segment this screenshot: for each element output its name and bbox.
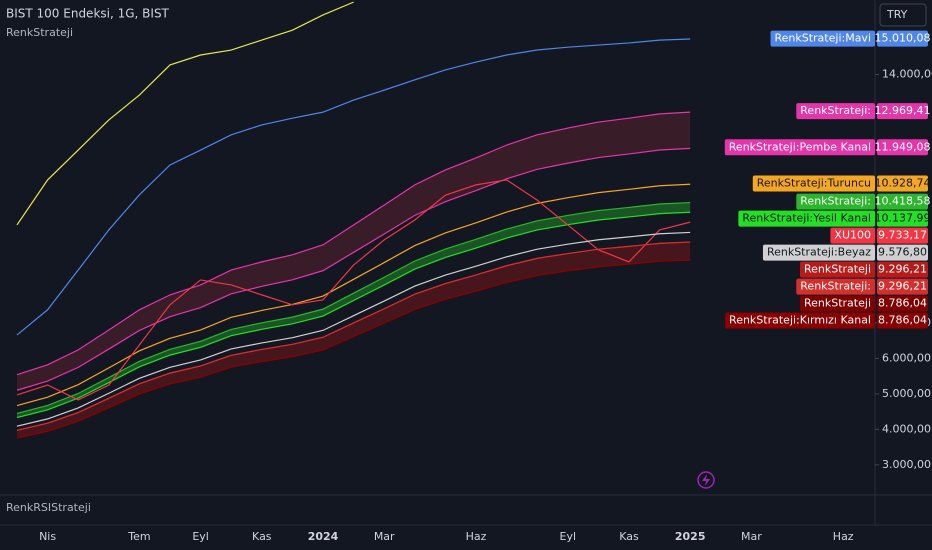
plot-area bbox=[16, 1, 691, 439]
chart-title: BIST 100 Endeksi, 1G, BIST bbox=[6, 7, 170, 21]
series-line bbox=[16, 259, 691, 439]
name-badge bbox=[762, 244, 875, 261]
price-badge bbox=[877, 210, 928, 227]
name-badge-label: RenkStrateji: bbox=[800, 195, 871, 208]
name-badge-label: RenkStrateji:Kırmızı Kanal bbox=[729, 314, 871, 327]
x-tick-label: Haz bbox=[466, 530, 487, 543]
series-line bbox=[16, 111, 691, 376]
name-badge-label: RenkStrateji bbox=[804, 297, 871, 310]
price-badge bbox=[877, 261, 928, 278]
x-tick-label: Eyl bbox=[560, 530, 577, 543]
x-tick-label: Eyl bbox=[192, 530, 209, 543]
name-badge-label: RenkStrateji:Beyaz bbox=[767, 246, 871, 259]
band-fill bbox=[17, 112, 691, 391]
price-badge-value: 10.418,58 bbox=[875, 195, 931, 208]
price-badge bbox=[877, 278, 928, 295]
name-badge-label: RenkStrateji:Yesil Kanal bbox=[742, 212, 871, 225]
indicator-name: RenkStrateji bbox=[6, 26, 73, 39]
x-tick-label: Kas bbox=[619, 530, 639, 543]
price-badge-value: 11.949,08 bbox=[875, 140, 931, 153]
price-badge-value: 9.733,17 bbox=[878, 229, 927, 242]
x-tick-label: 2024 bbox=[308, 530, 339, 543]
price-badge-value: 8.786,04 bbox=[878, 297, 927, 310]
currency: TRY bbox=[886, 8, 908, 21]
name-badge bbox=[725, 312, 875, 329]
name-badge bbox=[752, 175, 875, 192]
name-badge bbox=[799, 261, 875, 278]
y-tick-label: 6.000,00 bbox=[882, 351, 931, 364]
price-badge-value: 9.576,80 bbox=[878, 246, 927, 259]
y-tick-label: 14.000,00 bbox=[882, 68, 932, 81]
name-badge bbox=[796, 193, 875, 210]
price-badge-value: 9.296,21 bbox=[878, 280, 927, 293]
series-line bbox=[16, 147, 691, 391]
name-badge-label: RenkStrateji: bbox=[800, 104, 871, 117]
name-badge bbox=[799, 295, 875, 312]
name-badge bbox=[770, 30, 875, 47]
x-tick-label: 2025 bbox=[675, 530, 706, 543]
series-line bbox=[16, 241, 691, 431]
price-badge bbox=[877, 227, 928, 244]
name-badge-label: RenkStrateji: bbox=[800, 280, 871, 293]
price-badge bbox=[877, 30, 928, 47]
x-tick-label: Kas bbox=[252, 530, 272, 543]
name-badge-label: RenkStrateji bbox=[804, 263, 871, 276]
price-badge-value: 8.786,04 bbox=[878, 314, 927, 327]
x-tick-label: Nis bbox=[39, 530, 56, 543]
name-badge-label: RenkStrateji:Turuncu bbox=[757, 176, 871, 189]
name-badge bbox=[796, 103, 875, 120]
series-line bbox=[16, 201, 691, 415]
name-badge-label: RenkStrateji:Pembe Kanal bbox=[729, 140, 871, 153]
currency-box[interactable] bbox=[879, 3, 927, 27]
lower-pane-title: RenkRSIStrateji bbox=[6, 501, 91, 514]
name-badge-label: XU100 bbox=[834, 229, 871, 242]
price-badge bbox=[877, 139, 928, 156]
price-badge bbox=[877, 103, 928, 120]
x-tick-label: Mar bbox=[741, 530, 762, 543]
x-tick-label: Haz bbox=[833, 530, 854, 543]
x-tick-label: Mar bbox=[374, 530, 395, 543]
series-line bbox=[16, 38, 691, 336]
name-badge bbox=[830, 227, 875, 244]
x-tick-label: Tem bbox=[127, 530, 150, 543]
price-badge bbox=[877, 244, 928, 261]
name-badge bbox=[738, 210, 875, 227]
price-badge-value: 12.969,41 bbox=[875, 104, 931, 117]
price-badge bbox=[877, 312, 928, 329]
price-badge-value: 15.010,08 bbox=[875, 32, 931, 45]
y-tick-label: 4.000,00 bbox=[882, 422, 931, 435]
name-badge-label: RenkStrateji:Mavi bbox=[774, 32, 871, 45]
lightning-icon[interactable] bbox=[697, 471, 715, 489]
price-badge-value: 9.296,21 bbox=[878, 263, 927, 276]
name-badge bbox=[724, 139, 875, 156]
series-line bbox=[16, 211, 691, 419]
price-badge-value: 10.928,74 bbox=[875, 176, 931, 189]
series-line bbox=[16, 183, 691, 407]
series-line bbox=[16, 1, 354, 226]
price-badge bbox=[877, 175, 928, 192]
price-badge bbox=[877, 295, 928, 312]
price-badge bbox=[877, 193, 928, 210]
series-line bbox=[16, 179, 691, 401]
y-tick-label: 5.000,00 bbox=[882, 387, 931, 400]
name-badge bbox=[796, 278, 875, 295]
series-line bbox=[16, 231, 691, 427]
price-badge-value: 10.137,99 bbox=[875, 212, 931, 225]
y-tick-label: 3.000,00 bbox=[882, 458, 931, 471]
